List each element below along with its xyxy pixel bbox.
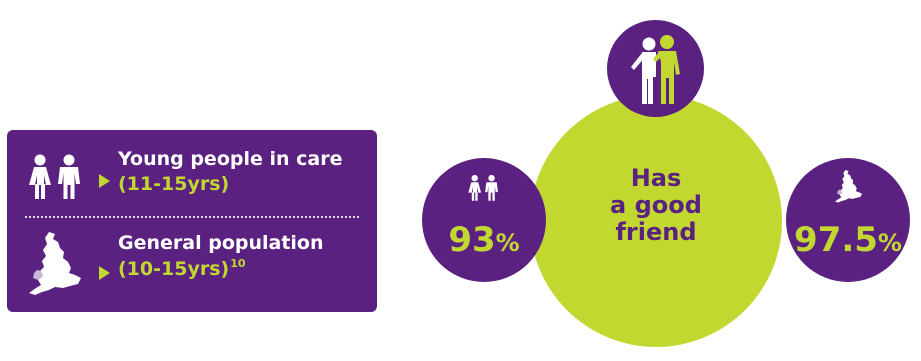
indicator-label: Has a good friend xyxy=(530,165,782,246)
friends-icon xyxy=(631,35,680,104)
england-map-icon xyxy=(835,169,862,203)
legend-general-population: General population (10-15yrs)10 xyxy=(7,226,377,304)
indicator-circle xyxy=(530,95,782,347)
indicator-label-line: a good xyxy=(610,191,702,219)
friendship-badge xyxy=(607,20,704,117)
legend-general-population-age: (10-15yrs)10 xyxy=(118,257,246,280)
legend-young-people: Young people in care (11-15yrs) xyxy=(7,144,377,214)
legend-arrow xyxy=(99,266,110,280)
young-people-percentage: 93% xyxy=(422,220,546,263)
general-population-percentage: 97.5% xyxy=(786,220,910,263)
young-people-stat: 93% xyxy=(422,158,546,282)
legend-arrow xyxy=(99,174,110,188)
legend-divider xyxy=(25,216,359,218)
percent-sign: % xyxy=(877,229,902,257)
legend-general-population-age-text: (10-15yrs) xyxy=(118,258,230,280)
legend-young-people-age: (11-15yrs) xyxy=(118,173,230,195)
footnote-marker: 10 xyxy=(230,257,246,270)
general-population-stat: 97.5% xyxy=(786,158,910,282)
percent-sign: % xyxy=(495,229,520,257)
legend-box: Young people in care (11-15yrs) General … xyxy=(7,130,377,312)
percentage-value: 97.5 xyxy=(794,220,878,260)
percentage-value: 93 xyxy=(448,220,496,260)
england-map-icon xyxy=(29,232,81,295)
indicator-label-line: friend xyxy=(615,218,697,246)
girl-boy-icon xyxy=(468,174,498,201)
indicator-label-line: Has xyxy=(630,164,682,192)
girl-boy-icon xyxy=(29,154,80,199)
legend-general-population-title: General population xyxy=(118,232,324,254)
legend-young-people-title: Young people in care xyxy=(118,148,343,170)
